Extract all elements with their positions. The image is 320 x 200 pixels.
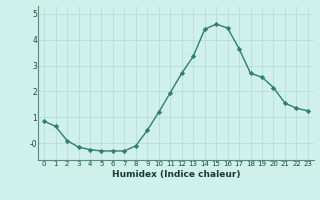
X-axis label: Humidex (Indice chaleur): Humidex (Indice chaleur) (112, 170, 240, 179)
